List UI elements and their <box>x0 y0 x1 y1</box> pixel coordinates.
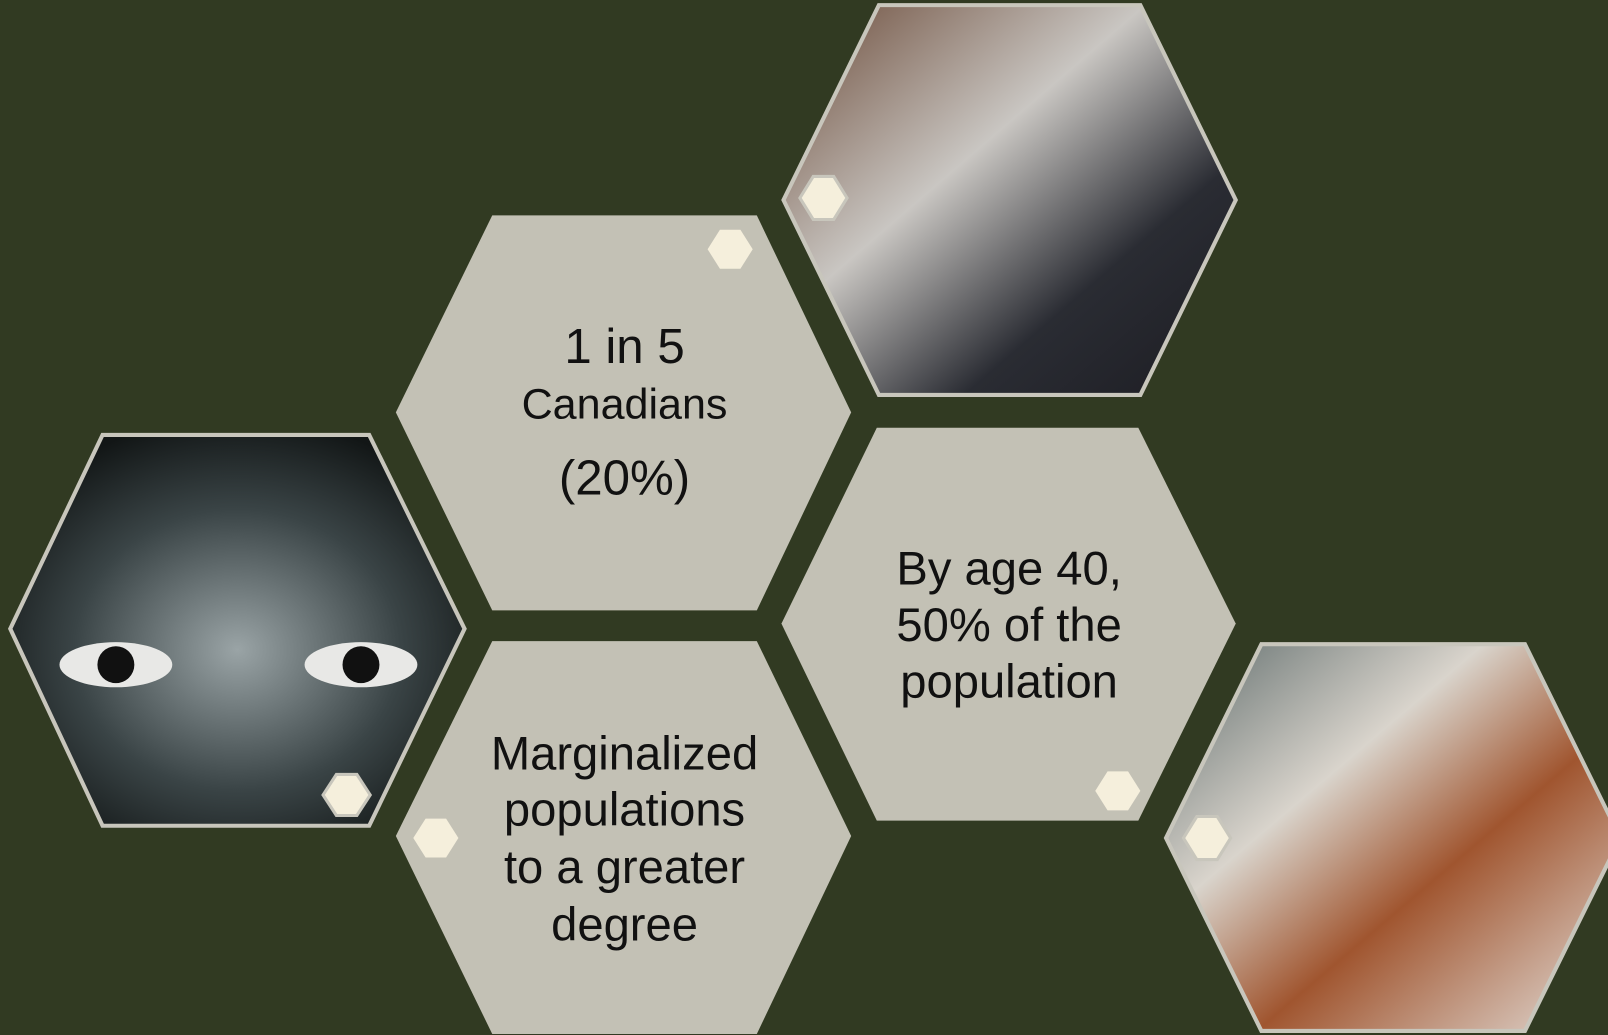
hex-text: 50% of the <box>896 598 1121 651</box>
hex-text: By age 40, <box>896 542 1121 595</box>
hex-text: (20%) <box>559 450 690 505</box>
photo-hexagon <box>783 5 1235 395</box>
hex-text: 1 in 5 <box>564 319 684 374</box>
hex-text: Marginalized <box>491 726 758 779</box>
hex-text: Canadians <box>522 381 728 429</box>
text-hexagon <box>396 641 851 1034</box>
photo-detail <box>343 646 380 683</box>
page: 1 in 5 Canadians (20%) By age 40, 50% of… <box>0 0 1608 1035</box>
hex-text: degree <box>551 898 698 951</box>
hex-text: population <box>900 655 1118 708</box>
hex-text: to a greater <box>504 840 745 893</box>
slide: 1 in 5 Canadians (20%) By age 40, 50% of… <box>0 0 1608 1035</box>
photo-detail <box>97 646 134 683</box>
photo-hexagon <box>10 435 464 826</box>
hex-text: populations <box>504 783 745 836</box>
photo-hexagon <box>1166 644 1608 1031</box>
